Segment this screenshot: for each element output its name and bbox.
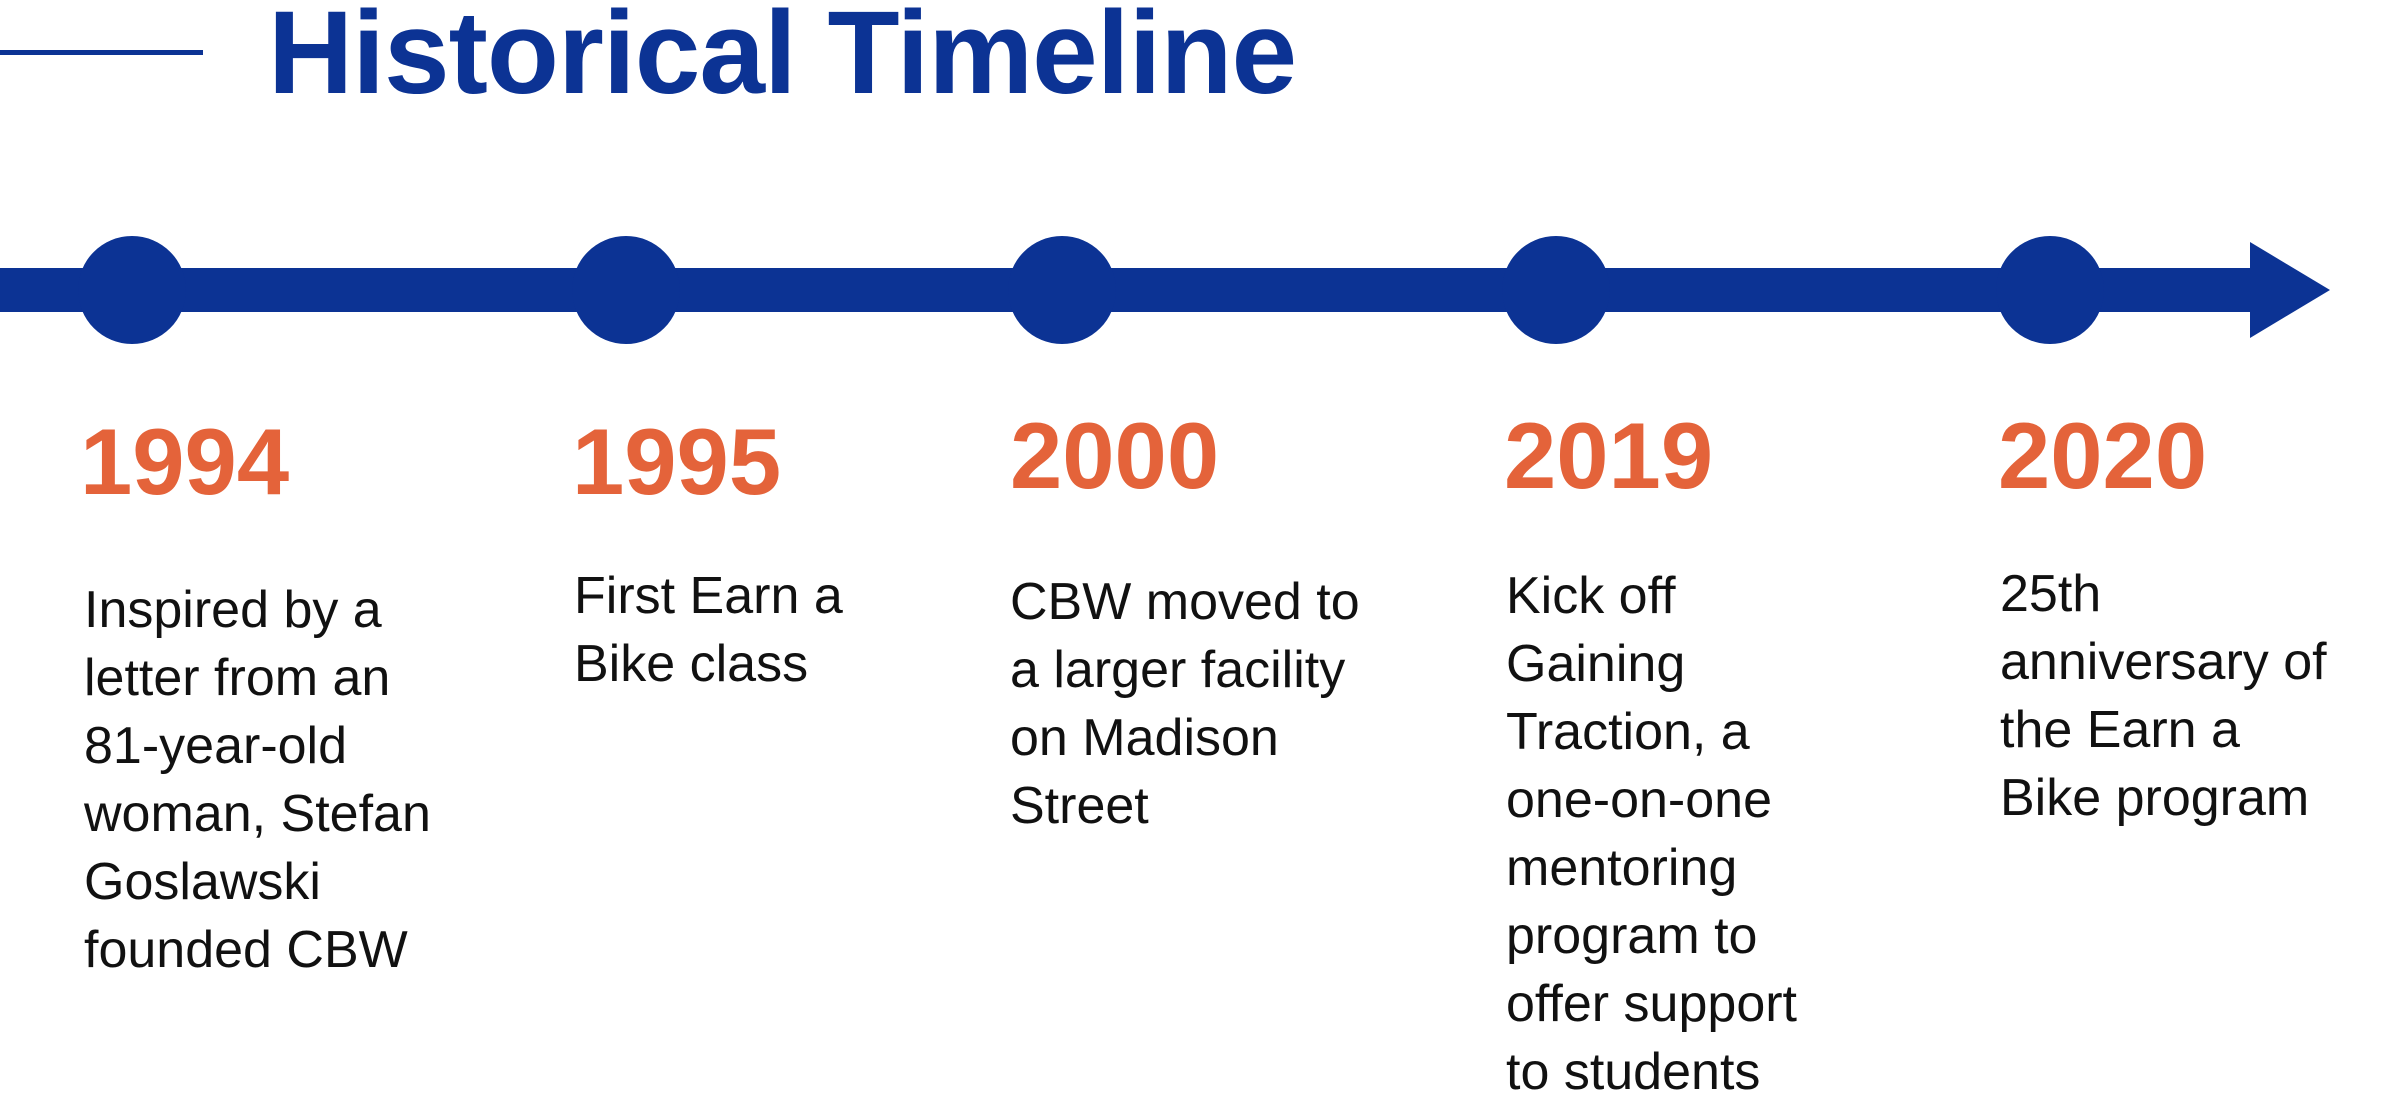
event-year: 2019 xyxy=(1504,403,1714,508)
event-year: 1995 xyxy=(572,409,782,514)
timeline-bar xyxy=(0,268,2270,312)
event-description: CBW moved to a larger facility on Madiso… xyxy=(1010,573,1360,835)
event-year: 1994 xyxy=(80,409,290,514)
timeline-arrowhead xyxy=(2250,242,2330,338)
milestone-dot-1995 xyxy=(572,236,680,344)
event-description: Inspired by a letter from an 81-year-old… xyxy=(84,581,431,979)
event-year: 2000 xyxy=(1010,403,1220,508)
event-description: 25th anniversary of the Earn a Bike prog… xyxy=(2000,565,2327,827)
milestone-dot-2020 xyxy=(1996,236,2104,344)
event-description: Kick off Gaining Traction, a one-on-one … xyxy=(1506,567,1798,1101)
title-rule xyxy=(0,50,203,55)
event-description: First Earn a Bike class xyxy=(574,567,843,693)
milestone-dot-1994 xyxy=(78,236,186,344)
event-year: 2020 xyxy=(1998,403,2208,508)
timeline-axis xyxy=(0,236,2330,344)
page-title: Historical Timeline xyxy=(268,0,1297,119)
milestone-dot-2019 xyxy=(1502,236,1610,344)
milestone-dot-2000 xyxy=(1008,236,1116,344)
